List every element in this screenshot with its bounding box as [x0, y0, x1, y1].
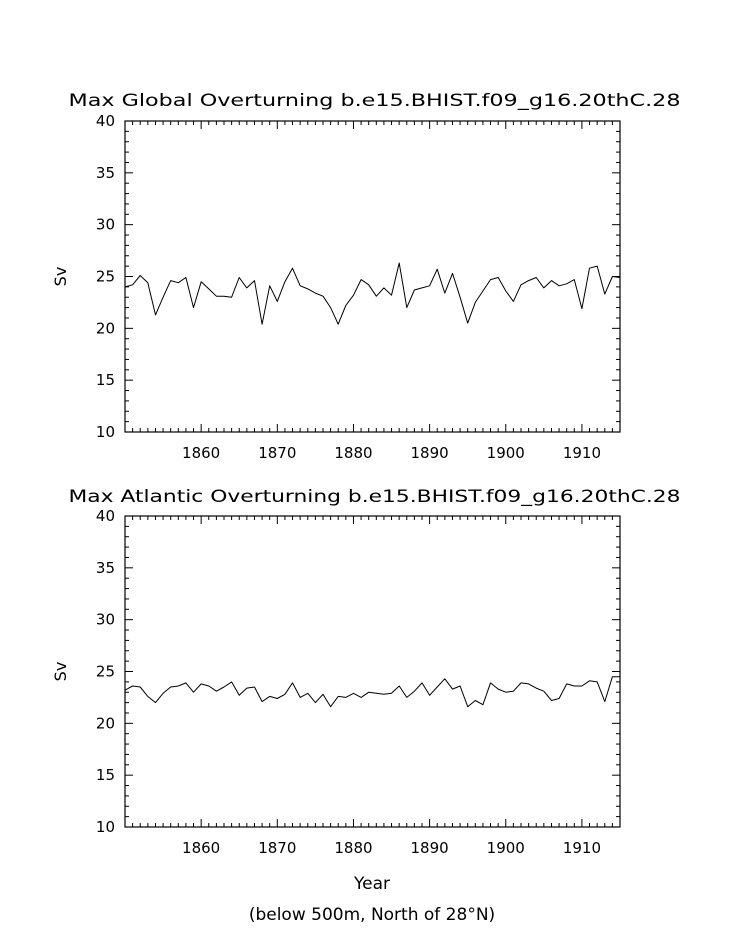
y-axis-label-atlantic: Sv: [51, 662, 70, 682]
y-tick-label: 20: [96, 714, 115, 732]
x-tick-label: 1900: [487, 444, 525, 462]
x-tick-label: 1910: [563, 839, 601, 857]
x-tick-label: 1880: [334, 839, 372, 857]
x-axis-label: Year: [353, 874, 390, 894]
plot-frame: [124, 515, 621, 828]
x-tick-label: 1890: [411, 839, 449, 857]
y-tick-label: 10: [96, 818, 115, 836]
global-overturning-panel: Max Global Overturning b.e15.BHIST.f09_g…: [51, 91, 681, 462]
atlantic-overturning-panel: Max Atlantic Overturning b.e15.BHIST.f09…: [51, 487, 681, 857]
x-tick-label: 1860: [182, 839, 220, 857]
chart-title-global: Max Global Overturning b.e15.BHIST.f09_g…: [69, 91, 681, 111]
x-tick-label: 1870: [258, 839, 296, 857]
plot-frame: [124, 120, 621, 433]
series-line: [124, 262, 621, 325]
x-tick-label: 1870: [258, 444, 296, 462]
x-tick-label: 1860: [182, 444, 220, 462]
y-tick-label: 25: [96, 663, 115, 681]
y-axis-label-global: Sv: [51, 267, 70, 287]
y-tick-label: 15: [96, 766, 115, 784]
x-tick-label: 1880: [334, 444, 372, 462]
y-tick-label: 15: [96, 371, 115, 389]
chart-title-atlantic: Max Atlantic Overturning b.e15.BHIST.f09…: [69, 487, 681, 507]
x-tick-label: 1910: [563, 444, 601, 462]
y-tick-label: 40: [96, 112, 115, 130]
y-tick-label: 10: [96, 423, 115, 441]
series-line: [124, 676, 620, 708]
y-tick-label: 30: [96, 611, 115, 629]
y-tick-label: 25: [96, 268, 115, 286]
y-tick-label: 35: [96, 559, 115, 577]
y-tick-label: 20: [96, 319, 115, 337]
y-tick-label: 40: [96, 507, 115, 525]
figure-footnote: (below 500m, North of 28°N): [249, 905, 495, 925]
y-tick-label: 30: [96, 216, 115, 234]
x-tick-label: 1890: [411, 444, 449, 462]
y-tick-label: 35: [96, 164, 115, 182]
x-tick-label: 1900: [487, 839, 525, 857]
